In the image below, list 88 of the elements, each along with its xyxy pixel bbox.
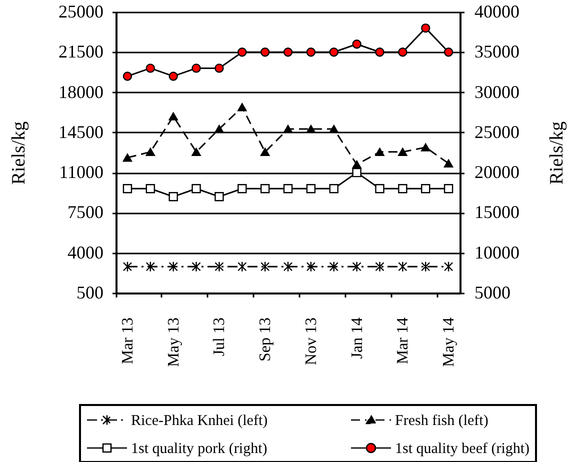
point [375, 261, 384, 272]
point [398, 148, 408, 156]
point [421, 143, 430, 152]
y2-tick-label: 5000 [474, 282, 510, 302]
point [214, 192, 224, 202]
y-tick-label: 4000 [68, 242, 104, 262]
point [260, 184, 270, 194]
point [122, 154, 132, 162]
y-tick-label: 11000 [59, 162, 104, 182]
point [398, 184, 408, 194]
point [238, 103, 247, 112]
y2-tick-label: 20000 [474, 162, 520, 182]
x-tick-label: Mar 13 [119, 318, 136, 364]
point [192, 261, 201, 272]
y2-tick-label: 35000 [474, 42, 520, 62]
point [214, 64, 224, 73]
x-tick-label: Nov 13 [302, 318, 320, 366]
point [444, 184, 454, 194]
point [283, 261, 293, 272]
y2-tick-label: 10000 [474, 242, 520, 262]
point [192, 64, 201, 73]
point [192, 148, 201, 156]
point [122, 184, 132, 194]
point [329, 261, 338, 272]
point [444, 48, 454, 57]
point [168, 72, 178, 81]
point [146, 184, 155, 194]
point [329, 48, 338, 57]
x-tick-label: Jul 13 [211, 318, 228, 356]
point [168, 261, 178, 272]
point [352, 40, 362, 49]
legend-label: Fresh fish (left) [395, 413, 488, 429]
point [122, 72, 132, 81]
y2-tick-label: 15000 [474, 202, 520, 222]
y-tick-label: 7500 [68, 202, 104, 222]
point [352, 160, 362, 169]
point [306, 261, 316, 272]
point [283, 48, 293, 57]
y-tick-label: 25000 [58, 2, 104, 22]
y2-axis-title: Riels/kg [546, 120, 568, 185]
point [444, 261, 454, 272]
point [375, 184, 384, 194]
point [146, 261, 155, 272]
point [421, 261, 430, 272]
point [306, 48, 316, 57]
legend-label: Rice-Phka Knhei (left) [131, 413, 268, 429]
y2-tick-label: 30000 [474, 82, 520, 102]
point [192, 184, 201, 194]
y2-tick-label: 25000 [474, 122, 520, 142]
point [444, 159, 454, 168]
x-tick-label: Mar 14 [394, 318, 412, 364]
y-tick-label: 18000 [58, 82, 104, 102]
point [260, 261, 270, 272]
point [168, 112, 178, 120]
y-tick-label: 500 [76, 282, 104, 302]
point [398, 48, 408, 57]
x-tick-label: May 13 [165, 318, 182, 367]
legend-label: 1st quality pork (right) [131, 441, 268, 457]
point [329, 184, 338, 194]
point [306, 184, 316, 194]
point [375, 148, 384, 156]
point [283, 124, 293, 134]
point [260, 48, 270, 57]
y2-tick-label: 40000 [474, 2, 520, 22]
point [352, 261, 362, 272]
point [122, 261, 132, 272]
point [306, 124, 316, 134]
y-tick-label: 21500 [58, 42, 104, 62]
point [146, 148, 155, 156]
point [238, 184, 247, 194]
legend-label: 1st quality beef (right) [395, 441, 530, 457]
point [375, 48, 384, 57]
point [168, 192, 178, 202]
y-axis-title: Riels/kg [8, 120, 30, 185]
point [283, 184, 293, 194]
point [421, 23, 430, 33]
point [260, 148, 270, 156]
y-tick-label: 14500 [58, 122, 104, 142]
point [146, 64, 155, 73]
point [214, 261, 224, 272]
x-tick-label: May 14 [440, 318, 458, 367]
point [421, 184, 430, 194]
point [398, 261, 408, 272]
point [238, 261, 247, 272]
point [352, 168, 362, 178]
x-tick-label: Sep 13 [257, 318, 274, 362]
point [238, 48, 247, 57]
x-tick-label: Jan 14 [348, 318, 366, 359]
